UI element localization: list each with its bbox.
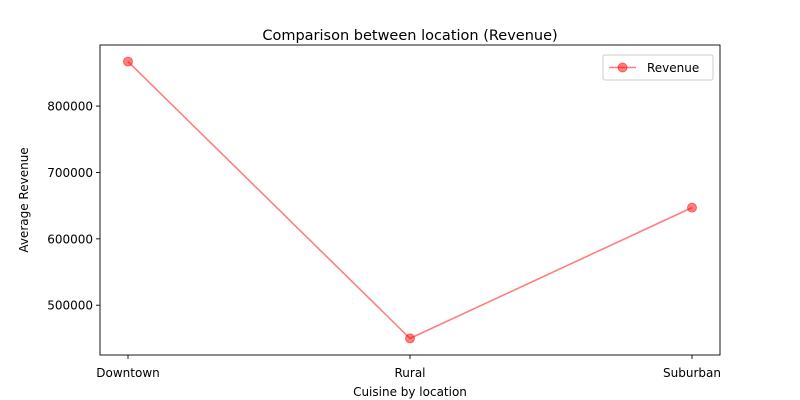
legend-box [602, 54, 714, 81]
x-axis: Downtown Rural Suburban [96, 355, 721, 380]
y-tick-label: 700000 [47, 166, 93, 180]
chart-title: Comparison between location (Revenue) [262, 28, 557, 44]
x-tick-label: Suburban [663, 366, 721, 380]
data-point [123, 56, 133, 67]
series-layer [123, 56, 697, 344]
x-axis-label: Cuisine by location [353, 385, 467, 399]
y-tick-label: 800000 [47, 100, 93, 114]
x-tick-label: Rural [394, 366, 425, 380]
legend-label-revenue: Revenue [647, 61, 699, 75]
y-axis: 500000 600000 700000 800000 [47, 100, 100, 313]
legend: Revenue [602, 54, 714, 81]
x-tick-label: Downtown [96, 366, 159, 380]
y-axis-label: Average Revenue [17, 147, 31, 252]
data-point [687, 202, 697, 213]
plot-frame [99, 44, 721, 356]
y-tick-label: 500000 [47, 299, 93, 313]
y-tick-label: 600000 [47, 232, 93, 246]
legend-marker [617, 62, 628, 73]
data-point [405, 333, 415, 344]
